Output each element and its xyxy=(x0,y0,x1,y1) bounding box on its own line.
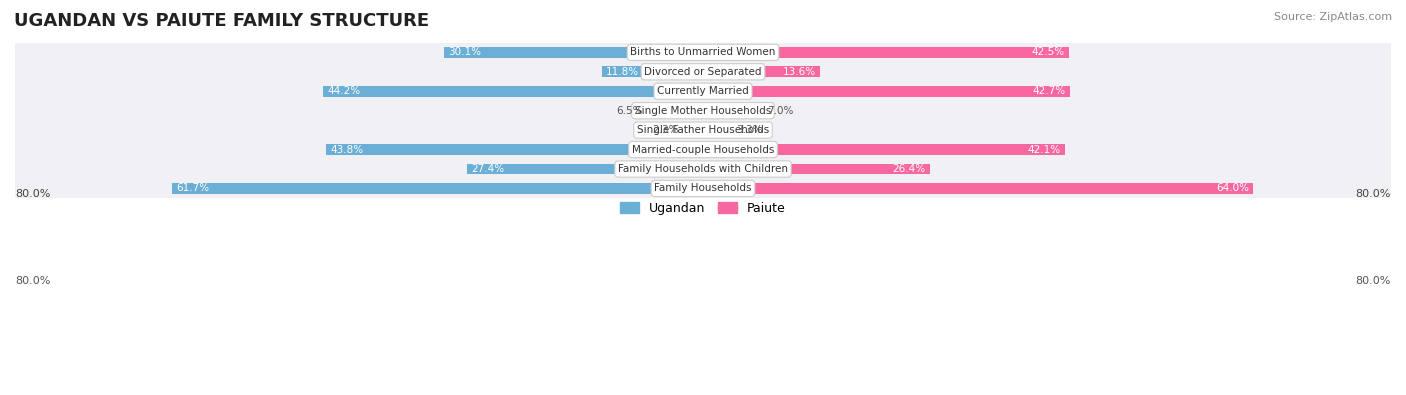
Bar xyxy=(15,120,1391,140)
Bar xyxy=(703,66,820,77)
Bar xyxy=(323,86,703,97)
Text: 42.7%: 42.7% xyxy=(1033,86,1066,96)
Text: Births to Unmarried Women: Births to Unmarried Women xyxy=(630,47,776,57)
Text: 2.3%: 2.3% xyxy=(652,125,679,135)
Text: 42.5%: 42.5% xyxy=(1031,47,1064,57)
Bar xyxy=(15,62,1391,81)
Text: 61.7%: 61.7% xyxy=(177,183,209,194)
Text: 11.8%: 11.8% xyxy=(606,67,638,77)
Text: 43.8%: 43.8% xyxy=(330,145,364,154)
Text: Family Households: Family Households xyxy=(654,183,752,194)
Text: Single Mother Households: Single Mother Households xyxy=(636,106,770,116)
Text: 80.0%: 80.0% xyxy=(15,276,51,286)
Text: 30.1%: 30.1% xyxy=(449,47,481,57)
Bar xyxy=(173,183,703,194)
Bar xyxy=(15,101,1391,120)
Text: UGANDAN VS PAIUTE FAMILY STRUCTURE: UGANDAN VS PAIUTE FAMILY STRUCTURE xyxy=(14,12,429,30)
Text: 26.4%: 26.4% xyxy=(893,164,925,174)
Bar xyxy=(15,159,1391,179)
Bar xyxy=(444,47,703,58)
Text: 7.0%: 7.0% xyxy=(768,106,794,116)
Text: 80.0%: 80.0% xyxy=(1355,189,1391,199)
Text: Married-couple Households: Married-couple Households xyxy=(631,145,775,154)
Bar xyxy=(15,140,1391,159)
Text: 6.5%: 6.5% xyxy=(616,106,643,116)
Text: 27.4%: 27.4% xyxy=(471,164,505,174)
Bar xyxy=(15,81,1391,101)
Text: 42.1%: 42.1% xyxy=(1028,145,1060,154)
Bar xyxy=(15,179,1391,198)
Legend: Ugandan, Paiute: Ugandan, Paiute xyxy=(616,197,790,220)
Text: 44.2%: 44.2% xyxy=(328,86,360,96)
Bar xyxy=(703,105,763,116)
Text: Divorced or Separated: Divorced or Separated xyxy=(644,67,762,77)
Text: Family Households with Children: Family Households with Children xyxy=(619,164,787,174)
Bar xyxy=(326,144,703,155)
Text: 80.0%: 80.0% xyxy=(15,189,51,199)
Text: Single Father Households: Single Father Households xyxy=(637,125,769,135)
Text: Source: ZipAtlas.com: Source: ZipAtlas.com xyxy=(1274,12,1392,22)
Text: 64.0%: 64.0% xyxy=(1216,183,1249,194)
Text: 13.6%: 13.6% xyxy=(783,67,815,77)
Bar xyxy=(683,125,703,135)
Bar xyxy=(15,43,1391,62)
Text: Currently Married: Currently Married xyxy=(657,86,749,96)
Text: 3.3%: 3.3% xyxy=(735,125,762,135)
Bar xyxy=(703,47,1069,58)
Text: 80.0%: 80.0% xyxy=(1355,276,1391,286)
Bar xyxy=(703,144,1066,155)
Bar xyxy=(703,86,1070,97)
Bar xyxy=(703,125,731,135)
Bar xyxy=(703,164,929,174)
Bar xyxy=(647,105,703,116)
Bar xyxy=(467,164,703,174)
Bar xyxy=(602,66,703,77)
Bar xyxy=(703,183,1253,194)
